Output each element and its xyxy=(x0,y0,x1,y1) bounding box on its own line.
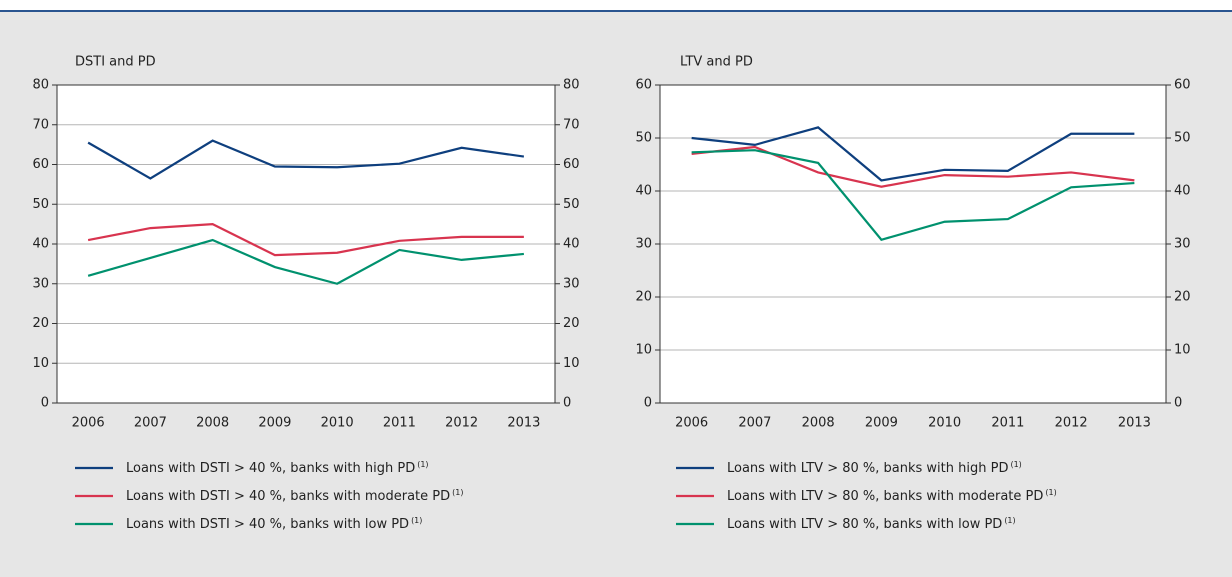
x-tick-label: 2011 xyxy=(991,416,1024,431)
x-tick-label: 2012 xyxy=(1055,416,1088,431)
y2-tick-label: 10 xyxy=(1174,343,1191,358)
chart-title: LTV and PD xyxy=(680,55,753,70)
series-line xyxy=(691,149,1135,242)
legend-label: Loans with LTV > 80 %, banks with low PD… xyxy=(727,516,1016,532)
y-tick-label: 50 xyxy=(635,131,652,146)
legend-footnote: (1) xyxy=(411,516,422,525)
x-tick-label: 2007 xyxy=(134,416,167,431)
legend-name: Loans with DSTI > 40 %, banks with moder… xyxy=(126,489,450,504)
series-line xyxy=(87,223,524,257)
x-tick-label: 2006 xyxy=(72,416,105,431)
legend-footnote: (1) xyxy=(1004,516,1015,525)
y-tick-label: 0 xyxy=(644,396,652,411)
series-line xyxy=(691,126,1135,182)
legend-label: Loans with LTV > 80 %, banks with modera… xyxy=(727,488,1057,504)
plot-border xyxy=(56,84,556,404)
y2-tick-label: 10 xyxy=(563,356,580,371)
y2-tick-label: 0 xyxy=(1174,396,1182,411)
x-tick-label: 2013 xyxy=(507,416,540,431)
y-tick-label: 30 xyxy=(635,237,652,252)
y-tick-label: 80 xyxy=(32,78,49,93)
x-tick-label: 2010 xyxy=(928,416,961,431)
x-tick-label: 2011 xyxy=(383,416,416,431)
x-tick-label: 2006 xyxy=(675,416,708,431)
y2-tick-label: 40 xyxy=(563,237,580,252)
legend-footnote: (1) xyxy=(452,488,463,497)
y-tick-label: 10 xyxy=(32,356,49,371)
y-tick-label: 70 xyxy=(32,117,49,132)
y-tick-label: 50 xyxy=(32,197,49,212)
y-tick-label: 40 xyxy=(32,237,49,252)
y-tick-label: 60 xyxy=(32,157,49,172)
legend-name: Loans with LTV > 80 %, banks with modera… xyxy=(727,489,1043,504)
x-tick-label: 2008 xyxy=(802,416,835,431)
y2-tick-label: 20 xyxy=(1174,290,1191,305)
legend-label: Loans with DSTI > 40 %, banks with high … xyxy=(126,460,429,476)
y2-tick-label: 0 xyxy=(563,396,571,411)
y2-tick-label: 30 xyxy=(1174,237,1191,252)
top-margin xyxy=(0,0,1232,11)
y-tick-label: 10 xyxy=(635,343,652,358)
y-tick-label: 40 xyxy=(635,184,652,199)
legend-footnote: (1) xyxy=(417,460,428,469)
legend-name: Loans with DSTI > 40 %, banks with low P… xyxy=(126,517,409,532)
y2-tick-label: 60 xyxy=(1174,78,1191,93)
x-tick-label: 2013 xyxy=(1118,416,1151,431)
y-tick-label: 20 xyxy=(32,316,49,331)
legend-label: Loans with LTV > 80 %, banks with high P… xyxy=(727,460,1022,476)
legend-name: Loans with LTV > 80 %, banks with low PD xyxy=(727,517,1002,532)
legend-name: Loans with LTV > 80 %, banks with high P… xyxy=(727,461,1008,476)
y2-tick-label: 50 xyxy=(563,197,580,212)
x-tick-label: 2007 xyxy=(738,416,771,431)
y2-tick-label: 20 xyxy=(563,316,580,331)
x-tick-label: 2009 xyxy=(258,416,291,431)
y2-tick-label: 30 xyxy=(563,276,580,291)
y2-tick-label: 70 xyxy=(563,117,580,132)
series-line xyxy=(87,139,525,180)
x-tick-label: 2009 xyxy=(865,416,898,431)
plot-border xyxy=(659,84,1167,404)
x-tick-label: 2008 xyxy=(196,416,229,431)
legend-label: Loans with DSTI > 40 %, banks with low P… xyxy=(126,516,422,532)
y-tick-label: 0 xyxy=(41,396,49,411)
y-tick-label: 60 xyxy=(635,78,652,93)
y-tick-label: 30 xyxy=(32,276,49,291)
legend-footnote: (1) xyxy=(1010,460,1021,469)
legend-name: Loans with DSTI > 40 %, banks with high … xyxy=(126,461,415,476)
legend-footnote: (1) xyxy=(1045,488,1056,497)
y-tick-label: 20 xyxy=(635,290,652,305)
y2-tick-label: 60 xyxy=(563,157,580,172)
x-tick-label: 2010 xyxy=(321,416,354,431)
legend-label: Loans with DSTI > 40 %, banks with moder… xyxy=(126,488,463,504)
x-tick-label: 2012 xyxy=(445,416,478,431)
y2-tick-label: 50 xyxy=(1174,131,1191,146)
y2-tick-label: 40 xyxy=(1174,184,1191,199)
y2-tick-label: 80 xyxy=(563,78,580,93)
chart-title: DSTI and PD xyxy=(75,55,156,70)
series-line xyxy=(87,238,524,285)
